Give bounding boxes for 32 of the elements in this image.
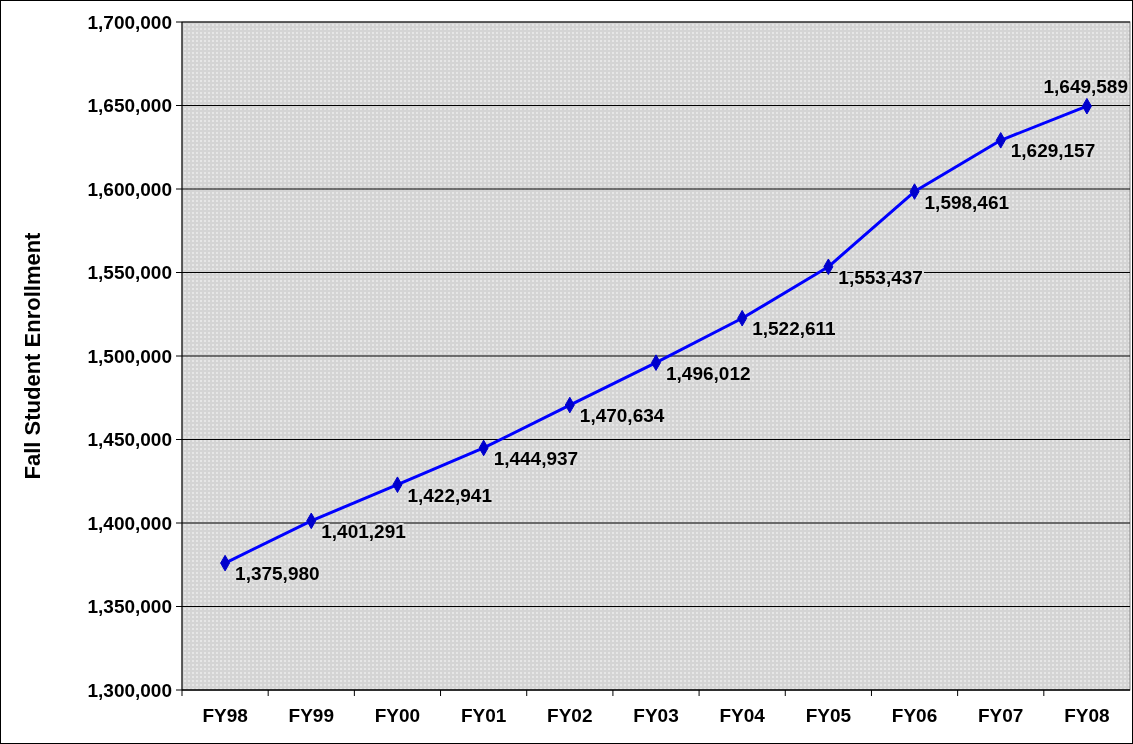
x-tick-label: FY00 (374, 705, 421, 726)
y-tick-label: 1,450,000 (87, 429, 172, 451)
x-tick-label: FY99 (288, 705, 334, 726)
x-tick-label: FY05 (805, 705, 852, 726)
y-tick-label: 1,300,000 (87, 679, 172, 701)
x-tick-label: FY06 (891, 705, 938, 726)
y-tick-label: 1,400,000 (87, 512, 172, 534)
data-label: 1,553,437 (838, 266, 923, 288)
x-tick-label: FY98 (202, 705, 248, 726)
data-label: 1,422,941 (407, 484, 493, 506)
y-tick-label: 1,600,000 (87, 178, 172, 200)
data-label: 1,470,634 (579, 405, 665, 427)
y-axis-title: Fall Student Enrollment (20, 231, 45, 480)
x-tick-label: FY03 (633, 705, 679, 726)
x-tick-label: FY02 (547, 705, 593, 726)
x-tick-label: FY08 (1064, 705, 1110, 726)
y-tick-label: 1,700,000 (87, 11, 172, 33)
y-tick-label: 1,500,000 (87, 345, 172, 367)
data-label: 1,496,012 (666, 362, 751, 384)
data-label: 1,375,980 (235, 563, 320, 585)
x-tick-label: FY04 (719, 705, 766, 726)
y-tick-label: 1,350,000 (87, 596, 172, 618)
x-tick-label: FY01 (460, 705, 507, 726)
data-label: 1,401,291 (321, 520, 407, 542)
x-tick-label: FY07 (978, 705, 1024, 726)
data-label: 1,649,589 (1043, 76, 1128, 98)
data-label: 1,629,157 (1010, 140, 1096, 162)
data-label: 1,444,937 (493, 447, 579, 469)
data-label: 1,598,461 (924, 191, 1010, 213)
y-tick-label: 1,650,000 (87, 95, 172, 117)
y-tick-label: 1,550,000 (87, 262, 172, 284)
data-label: 1,522,611 (752, 318, 837, 340)
